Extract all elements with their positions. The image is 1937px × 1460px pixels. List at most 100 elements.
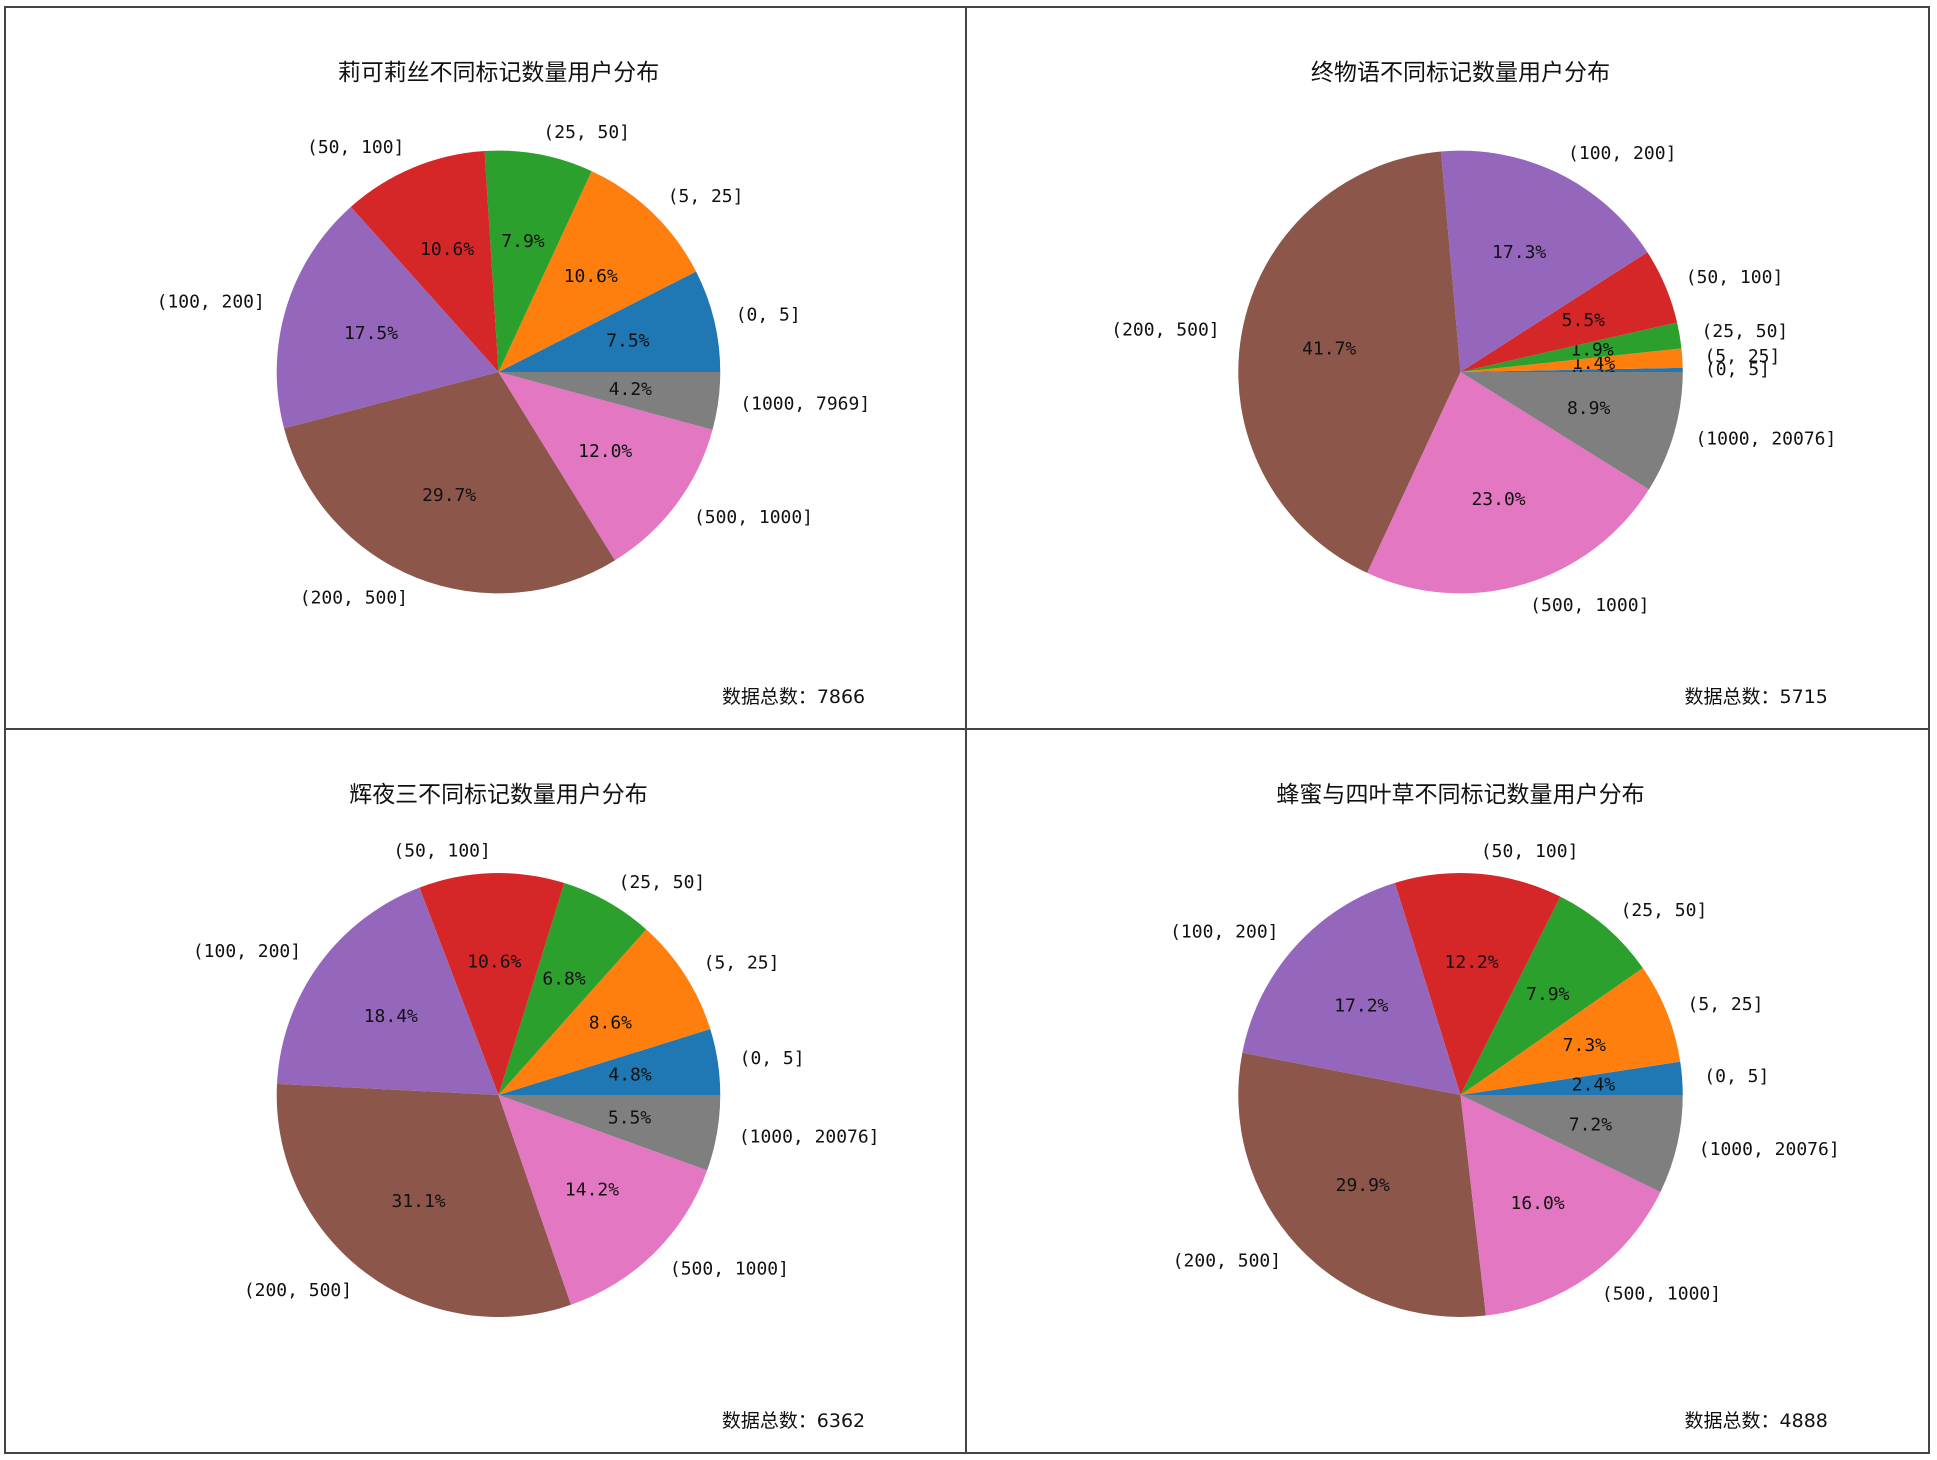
slice-category-label: (25, 50] — [1621, 900, 1708, 921]
slice-percent-label: 29.9% — [1336, 1175, 1390, 1196]
pie-slice — [350, 151, 499, 372]
slice-percent-label: 5.5% — [608, 1107, 651, 1128]
slice-percent-label: 8.6% — [589, 1012, 632, 1033]
slice-percent-label: 18.4% — [364, 1006, 418, 1027]
slice-percent-label: 2.4% — [1572, 1075, 1616, 1096]
slice-category-label: (200, 500] — [1173, 1250, 1281, 1271]
pie-slice — [1367, 371, 1649, 594]
slice-percent-label: 7.5% — [606, 330, 649, 351]
pie-slice — [1460, 1095, 1683, 1192]
chart-title: 蜂蜜与四叶草不同标记数量用户分布 — [1276, 782, 1644, 808]
slice-percent-label: 1.9% — [1570, 339, 1614, 360]
pie-slice — [276, 1083, 571, 1317]
pie-slice — [498, 883, 647, 1095]
slice-percent-label: 17.3% — [1492, 242, 1546, 263]
slice-percent-label: 7.9% — [501, 231, 544, 252]
slice-category-label: (100, 200] — [1568, 143, 1676, 164]
slice-category-label: (25, 50] — [543, 122, 630, 143]
pie-slice — [498, 271, 721, 372]
slice-category-label: (0, 5] — [1705, 359, 1770, 380]
slice-category-label: (500, 1000] — [670, 1258, 789, 1279]
data-total-text: 数据总数：5715 — [1684, 686, 1827, 708]
pie-chart-svg: 终物语不同标记数量用户分布(0, 5]0.3%(5, 25]1.4%(25, 5… — [1111, 60, 1836, 708]
pie-slice — [1242, 882, 1461, 1095]
slice-category-label: (1000, 20076] — [1695, 429, 1836, 450]
pie-slice — [498, 371, 713, 561]
slice-category-label: (500, 1000] — [1602, 1284, 1721, 1305]
slice-category-label: (50, 100] — [393, 840, 490, 861]
slice-category-label: (200, 500] — [300, 588, 408, 609]
pie-slice — [498, 1095, 708, 1305]
slice-percent-label: 14.2% — [565, 1179, 619, 1200]
slice-category-label: (200, 500] — [1111, 320, 1219, 341]
slice-percent-label: 7.3% — [1563, 1035, 1607, 1056]
slice-category-label: (0, 5] — [1704, 1066, 1769, 1087]
pie-slice — [276, 887, 499, 1095]
slice-category-label: (100, 200] — [193, 941, 301, 962]
slice-category-label: (100, 200] — [1170, 921, 1278, 942]
chart-title: 终物语不同标记数量用户分布 — [1311, 60, 1610, 86]
slice-category-label: (50, 100] — [1481, 841, 1579, 862]
pie-slice — [498, 371, 721, 430]
pie-panel-3: 蜂蜜与四叶草不同标记数量用户分布 (0, 5] 2.4% (5, 25] 7.3% (25… — [967, 730, 1928, 1452]
pie-slice — [284, 371, 615, 594]
pie-slice — [1460, 348, 1683, 372]
pie-slice — [1460, 367, 1683, 372]
pie-slice — [498, 1029, 721, 1095]
pie-slice — [1440, 150, 1648, 372]
slice-category-label: (1000, 20076] — [1699, 1139, 1840, 1160]
slice-percent-label: 31.1% — [392, 1191, 446, 1212]
slice-category-label: (500, 1000] — [1530, 595, 1649, 616]
pie-slice — [1394, 873, 1561, 1095]
pie-slice — [1238, 151, 1461, 573]
slice-category-label: (25, 50] — [619, 872, 706, 893]
pie-slice — [276, 206, 499, 429]
chart-title: 莉可莉丝不同标记数量用户分布 — [338, 60, 659, 86]
slice-category-label: (5, 25] — [1688, 994, 1764, 1015]
chart-title: 辉夜三不同标记数量用户分布 — [349, 782, 647, 808]
slice-percent-label: 8.9% — [1567, 398, 1611, 419]
pie-slice — [498, 1095, 721, 1171]
slice-category-label: (500, 1000] — [694, 507, 813, 528]
slice-percent-label: 10.6% — [564, 266, 618, 287]
slice-category-label: (100, 200] — [157, 291, 265, 312]
slice-percent-label: 5.5% — [1562, 310, 1606, 331]
pie-chart-svg: 蜂蜜与四叶草不同标记数量用户分布 (0, 5] 2.4% (5, 25] 7.3% (25… — [1170, 782, 1840, 1432]
pie-slice — [1460, 1095, 1661, 1316]
pie-chart-svg: 莉可莉丝不同标记数量用户分布 (0, 5] 7.5% (5, 25] 10.6% (25,… — [157, 60, 871, 708]
slice-percent-label: 16.0% — [1510, 1193, 1564, 1214]
slice-percent-label: 10.6% — [420, 239, 474, 260]
slice-percent-label: 4.2% — [609, 379, 652, 400]
slice-percent-label: 10.6% — [467, 951, 521, 972]
slice-percent-label: 7.2% — [1569, 1114, 1613, 1135]
slice-percent-label: 4.8% — [608, 1064, 651, 1085]
slice-percent-label: 29.7% — [422, 485, 476, 506]
slice-category-label: (25, 50] — [1702, 321, 1789, 342]
slice-category-label: (50, 100] — [1686, 267, 1784, 288]
data-total-text: 数据总数：7866 — [722, 686, 865, 708]
data-total-text: 数据总数：6362 — [722, 1410, 865, 1432]
slice-category-label: (5, 25] — [704, 952, 780, 973]
pie-slice — [1238, 1052, 1486, 1317]
slice-percent-label: 41.7% — [1302, 339, 1356, 360]
pie-panel-0: 莉可莉丝不同标记数量用户分布 (0, 5] 7.5% (5, 25] 10.6% (25,… — [6, 8, 967, 730]
slice-percent-label: 23.0% — [1471, 489, 1525, 510]
pie-slice — [498, 171, 697, 372]
pie-chart-svg: 辉夜三不同标记数量用户分布 (0, 5] 4.8% (5, 25] 8.6% (25, 5… — [193, 782, 880, 1432]
pie-slice — [484, 150, 592, 372]
slice-category-label: (200, 500] — [244, 1280, 352, 1301]
slice-category-label: (0, 5] — [740, 1048, 805, 1069]
pie-slice — [419, 873, 565, 1095]
pie-slice — [1460, 968, 1681, 1095]
pie-slice — [498, 929, 711, 1095]
slice-category-label: (1000, 7969] — [740, 394, 870, 415]
slice-percent-label: 12.0% — [578, 441, 632, 462]
pie-panel-2: 辉夜三不同标记数量用户分布 (0, 5] 4.8% (5, 25] 8.6% (25, 5… — [6, 730, 967, 1452]
slice-percent-label: 12.2% — [1445, 952, 1499, 973]
slice-category-label: (50, 100] — [307, 137, 404, 158]
slice-category-label: (5, 25] — [1704, 346, 1780, 367]
pie-panel-1: 终物语不同标记数量用户分布 (0, 5] 0.3% (5, 25] 1.4% (25, 5… — [967, 8, 1928, 730]
slice-category-label: (1000, 20076] — [739, 1126, 880, 1147]
pie-slice — [1460, 252, 1678, 372]
slice-percent-label: 17.5% — [344, 323, 398, 344]
